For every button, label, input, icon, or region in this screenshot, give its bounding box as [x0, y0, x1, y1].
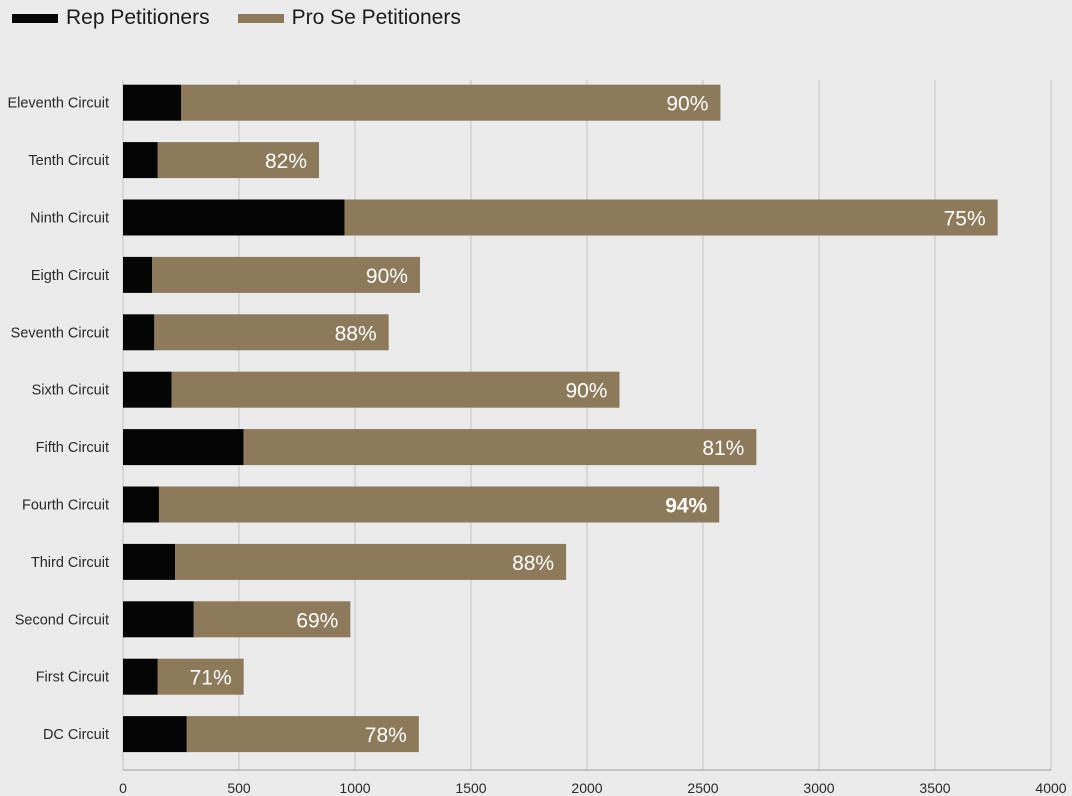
bar-rep	[123, 84, 181, 121]
bar-percent-label: 78%	[365, 724, 407, 747]
bar-prose	[157, 142, 320, 179]
bar-percent-label: 88%	[512, 552, 554, 575]
x-tick-label: 1000	[339, 780, 370, 796]
category-label: Eleventh Circuit	[7, 96, 109, 112]
legend-swatch-prose	[237, 13, 284, 23]
bar-percent-label: 90%	[565, 380, 607, 403]
category-label: Seventh Circuit	[11, 325, 109, 341]
bar-prose	[157, 658, 244, 695]
category-label: Eigth Circuit	[31, 268, 109, 284]
x-tick-label: 2000	[571, 780, 602, 796]
bar-rep	[123, 371, 172, 408]
bar-rep	[123, 199, 345, 236]
legend-item-rep: Rep Petitioners	[12, 6, 210, 30]
legend-swatch-rep	[12, 13, 58, 23]
x-tick-label: 3500	[919, 780, 950, 796]
bar-percent-label: 90%	[366, 265, 408, 288]
category-label: Second Circuit	[15, 612, 109, 628]
x-tick-label: 500	[227, 780, 251, 796]
category-label: First Circuit	[36, 670, 109, 686]
bar-prose	[344, 199, 998, 236]
bar-rep	[123, 601, 194, 638]
category-label: Fifth Circuit	[36, 440, 109, 456]
category-label: Third Circuit	[31, 555, 109, 571]
bar-percent-label: 94%	[665, 495, 707, 518]
bar-rep	[123, 142, 158, 179]
category-label: Ninth Circuit	[30, 211, 109, 227]
legend-label-rep: Rep Petitioners	[66, 6, 210, 29]
bar-prose	[243, 429, 757, 466]
bar-percent-label: 82%	[265, 150, 307, 173]
x-tick-label: 1500	[455, 780, 486, 796]
bar-percent-label: 88%	[335, 322, 377, 345]
category-label: Fourth Circuit	[22, 498, 109, 514]
bar-percent-label: 69%	[296, 609, 338, 632]
bar-rep	[123, 314, 155, 351]
bar-prose	[186, 716, 419, 753]
bar-percent-label: 75%	[944, 208, 986, 231]
bar-prose	[152, 256, 420, 293]
bar-rep	[123, 429, 244, 466]
bar-prose	[154, 314, 389, 351]
bar-prose	[175, 543, 567, 580]
bar-rep	[123, 658, 158, 695]
bar-prose	[181, 84, 721, 121]
x-tick-label: 2500	[687, 780, 718, 796]
bar-percent-label: 71%	[190, 667, 232, 690]
x-tick-label: 3000	[803, 780, 834, 796]
bar-rep	[123, 256, 152, 293]
legend-item-prose: Pro Se Petitioners	[237, 6, 461, 30]
x-tick-label: 4000	[1035, 780, 1066, 796]
bar-percent-label: 81%	[702, 437, 744, 460]
bar-rep	[123, 486, 159, 523]
bar-prose	[171, 371, 620, 408]
bar-prose	[193, 601, 351, 638]
legend-label-prose: Pro Se Petitioners	[291, 6, 461, 29]
legend: Rep Petitioners Pro Se Petitioners	[12, 4, 461, 32]
bar-percent-label: 90%	[666, 93, 708, 116]
category-label: Tenth Circuit	[28, 153, 109, 169]
category-label: Sixth Circuit	[32, 383, 109, 399]
x-tick-label: 0	[119, 780, 127, 796]
bar-prose	[158, 486, 720, 523]
category-label: DC Circuit	[43, 727, 109, 743]
bar-rep	[123, 716, 187, 753]
bar-rep	[123, 543, 176, 580]
